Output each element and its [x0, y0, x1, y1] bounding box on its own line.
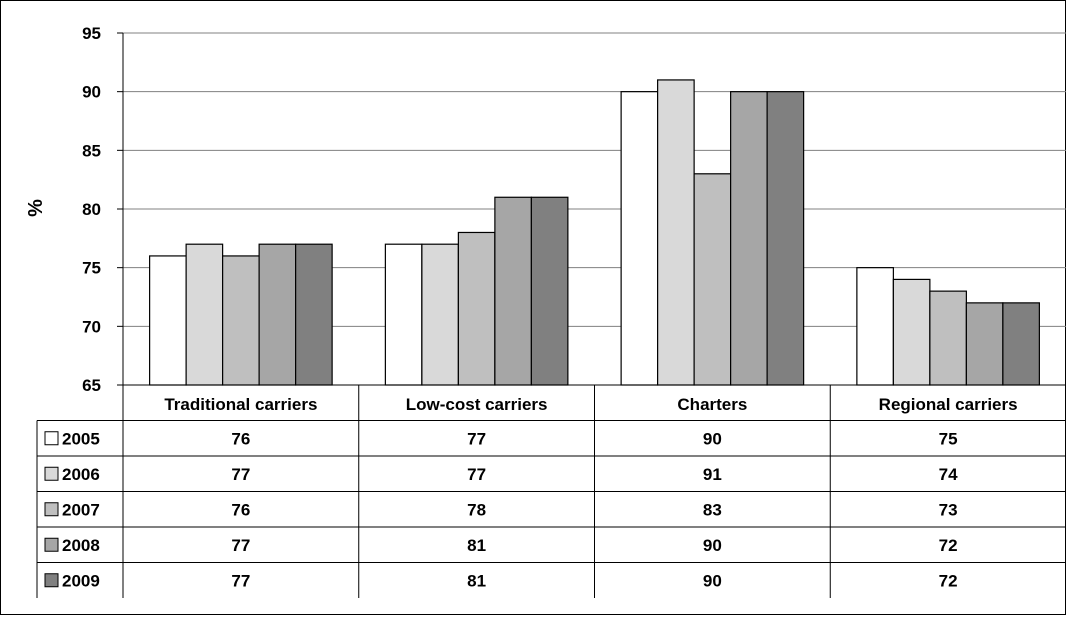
table-value: 77: [231, 571, 250, 590]
bar: [620, 91, 659, 386]
bar: [1002, 302, 1040, 386]
legend-label: 2009: [62, 571, 100, 590]
y-tick-label: 70: [82, 317, 101, 336]
table-value: 73: [939, 500, 958, 519]
table-value: 76: [231, 429, 250, 448]
y-tick-label: 65: [82, 376, 101, 395]
y-tick-label: 95: [82, 24, 101, 43]
table-value: 90: [703, 571, 722, 590]
y-axis: 65 70 75 80 85 90 95: [82, 24, 124, 395]
legend-label: 2007: [62, 500, 100, 519]
legend-swatch: [44, 502, 59, 517]
bar: [457, 231, 496, 386]
bar: [530, 196, 569, 386]
legend-label: 2006: [62, 465, 100, 484]
bar: [222, 255, 260, 386]
table-value: 83: [703, 500, 722, 519]
bar: [856, 267, 894, 386]
bar: [929, 290, 967, 386]
table-value: 91: [703, 465, 722, 484]
bar: [494, 196, 532, 386]
bar: [766, 91, 805, 386]
y-tick-label: 85: [82, 141, 101, 160]
legend-swatch: [44, 431, 59, 446]
category-label: Charters: [677, 395, 747, 414]
table-value: 77: [231, 465, 250, 484]
bar: [421, 243, 459, 386]
bar: [730, 91, 768, 386]
bar: [185, 243, 224, 386]
bar: [965, 302, 1004, 386]
legend-swatch: [44, 466, 59, 481]
legend-label: 2008: [62, 536, 100, 555]
table-value: 81: [467, 536, 486, 555]
table-value: 74: [939, 465, 958, 484]
category-label: Regional carriers: [879, 395, 1018, 414]
bar: [384, 243, 423, 386]
legend-swatch: [44, 573, 59, 588]
data-table: Traditional carriers Low-cost carriers Cha…: [36, 384, 1066, 598]
y-tick-label: 75: [82, 259, 101, 278]
category-label: Low-cost carriers: [406, 395, 548, 414]
bar: [892, 278, 931, 386]
bar: [258, 243, 297, 386]
y-tick-label: 90: [82, 83, 101, 102]
category-label: Traditional carriers: [164, 395, 317, 414]
legend-label: 2005: [62, 429, 100, 448]
bar: [295, 243, 333, 386]
table-value: 77: [231, 536, 250, 555]
bar: [149, 255, 187, 386]
bars: [149, 79, 1040, 386]
bar: [693, 173, 732, 386]
table-value: 81: [467, 571, 486, 590]
table-value: 77: [467, 429, 486, 448]
table-value: 72: [939, 571, 958, 590]
table-value: 90: [703, 536, 722, 555]
table-value: 75: [939, 429, 958, 448]
y-axis-label: %: [25, 199, 47, 217]
table-value: 78: [467, 500, 486, 519]
table-value: 77: [467, 465, 486, 484]
bar: [657, 79, 695, 386]
y-tick-label: 80: [82, 200, 101, 219]
table-value: 90: [703, 429, 722, 448]
legend-swatch: [44, 537, 59, 552]
table-value: 76: [231, 500, 250, 519]
table-value: 72: [939, 536, 958, 555]
